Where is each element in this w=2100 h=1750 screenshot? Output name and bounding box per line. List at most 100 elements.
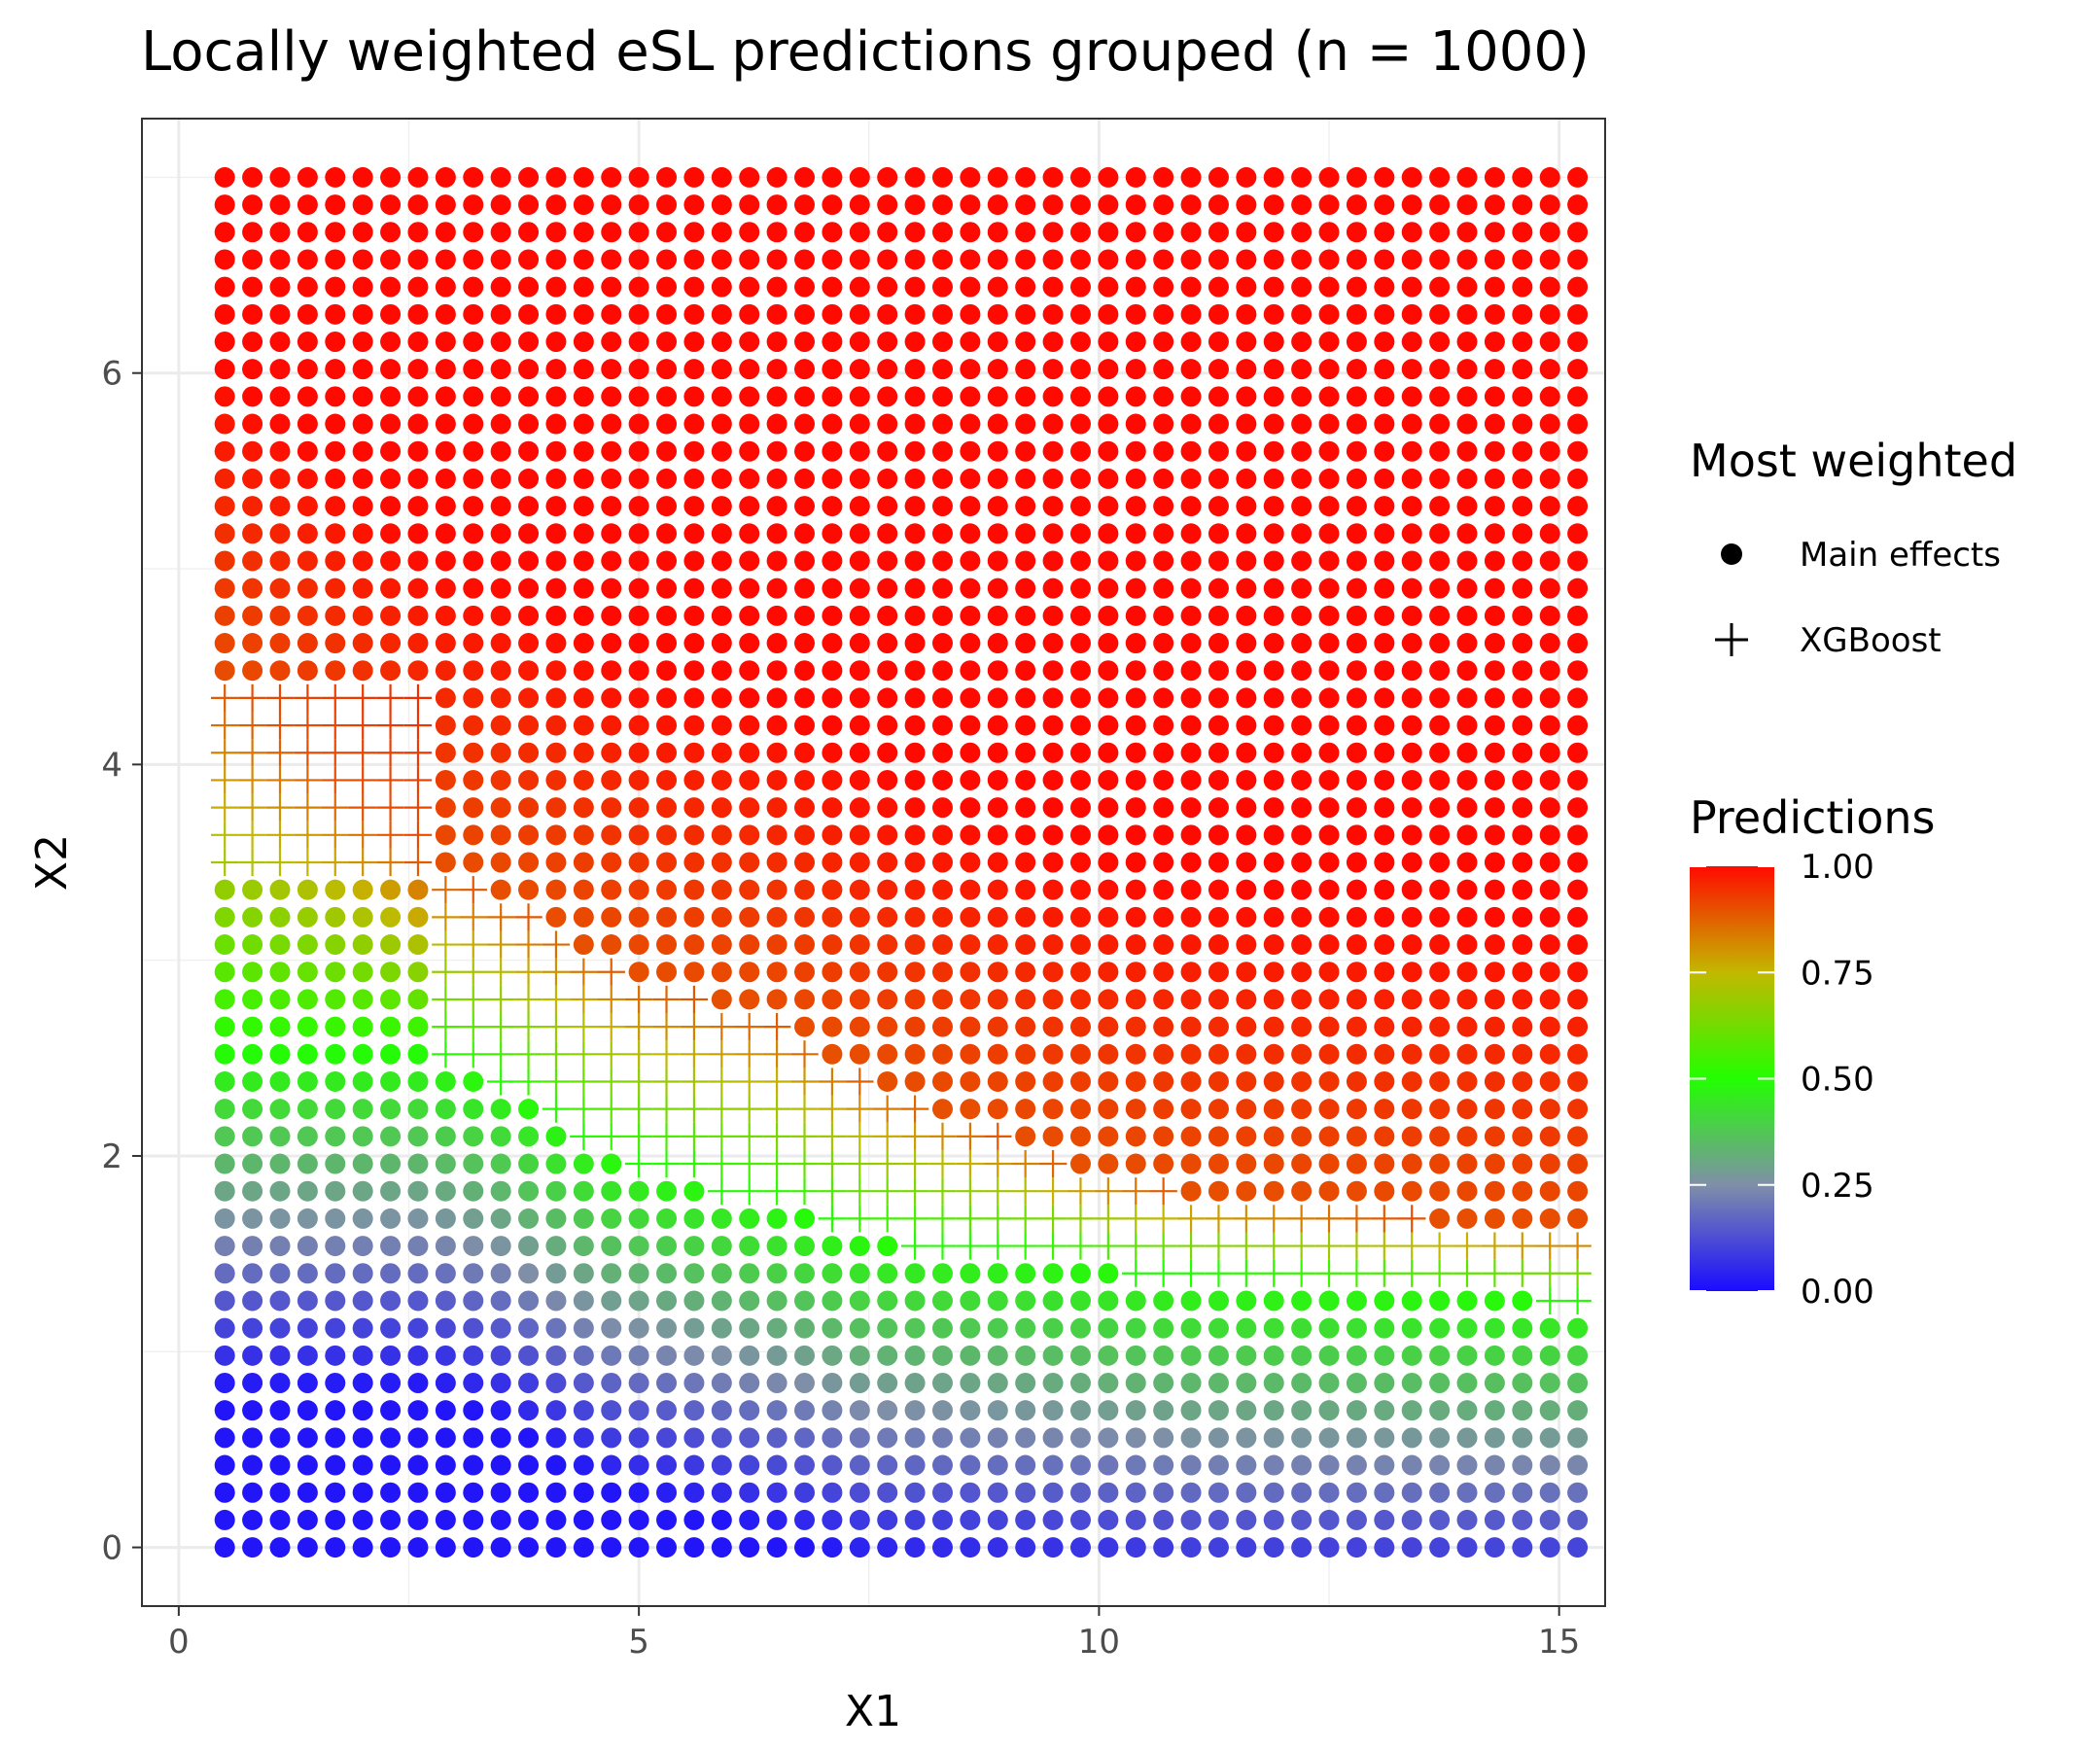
- main-effects-point: [1512, 1345, 1533, 1366]
- main-effects-point: [1318, 633, 1340, 654]
- main-effects-point: [766, 578, 788, 599]
- main-effects-point: [1015, 1454, 1036, 1476]
- main-effects-point: [1125, 359, 1146, 380]
- main-effects-point: [1539, 332, 1560, 352]
- main-effects-point: [1456, 1208, 1478, 1229]
- main-effects-point: [711, 742, 732, 763]
- main-effects-point: [463, 1180, 484, 1202]
- main-effects-point: [1015, 332, 1036, 352]
- main-effects-point: [463, 1345, 484, 1366]
- main-effects-point: [1401, 1482, 1422, 1503]
- main-effects-point: [766, 1317, 788, 1339]
- main-effects-point: [1098, 989, 1119, 1010]
- main-effects-point: [931, 249, 953, 270]
- main-effects-point: [822, 962, 843, 983]
- main-effects-point: [628, 496, 649, 517]
- main-effects-point: [1180, 1180, 1202, 1202]
- main-effects-point: [904, 1400, 926, 1421]
- main-effects-point: [518, 1509, 540, 1530]
- main-effects-point: [1015, 769, 1036, 790]
- main-effects-point: [1153, 1317, 1174, 1339]
- main-effects-point: [573, 1345, 594, 1366]
- main-effects-point: [380, 605, 402, 626]
- main-effects-point: [490, 660, 511, 682]
- main-effects-point: [1374, 660, 1395, 682]
- main-effects-point: [1236, 962, 1257, 983]
- y-tick-label: 6: [101, 355, 122, 394]
- main-effects-point: [214, 1236, 235, 1257]
- main-effects-point: [1346, 1180, 1367, 1202]
- main-effects-point: [931, 934, 953, 956]
- main-effects-point: [1512, 769, 1533, 790]
- main-effects-point: [877, 879, 898, 900]
- main-effects-point: [490, 1373, 511, 1393]
- main-effects-point: [1512, 962, 1533, 983]
- main-effects-point: [518, 523, 540, 544]
- main-effects-point: [1208, 906, 1229, 928]
- main-effects-point: [573, 824, 594, 846]
- main-effects-point: [1539, 934, 1560, 956]
- main-effects-point: [877, 468, 898, 489]
- main-effects-point: [545, 496, 567, 517]
- main-effects-point: [545, 906, 567, 928]
- main-effects-point: [214, 660, 235, 682]
- main-effects-point: [1015, 934, 1036, 956]
- main-effects-point: [1015, 276, 1036, 298]
- main-effects-point: [1180, 194, 1202, 216]
- main-effects-point: [656, 303, 678, 325]
- main-effects-point: [490, 249, 511, 270]
- main-effects-point: [214, 1537, 235, 1558]
- shape-legend: Most weighted Main effects XGBoost: [1690, 435, 2017, 660]
- main-effects-point: [987, 989, 1008, 1010]
- main-effects-point: [1401, 962, 1422, 983]
- main-effects-point: [1042, 715, 1064, 736]
- main-effects-point: [407, 1427, 429, 1449]
- main-effects-point: [1042, 468, 1064, 489]
- main-effects-point: [1069, 1482, 1091, 1503]
- main-effects-point: [1456, 523, 1478, 544]
- main-effects-point: [1429, 852, 1451, 873]
- main-effects-point: [794, 633, 816, 654]
- main-effects-point: [1484, 1070, 1505, 1092]
- main-effects-point: [1236, 359, 1257, 380]
- main-effects-point: [1153, 194, 1174, 216]
- main-effects-point: [435, 332, 456, 352]
- main-effects-point: [1346, 769, 1367, 790]
- main-effects-point: [1263, 413, 1284, 435]
- main-effects-point: [794, 468, 816, 489]
- main-effects-point: [1263, 578, 1284, 599]
- main-effects-point: [518, 797, 540, 819]
- main-effects-point: [877, 1263, 898, 1284]
- main-effects-point: [1512, 824, 1533, 846]
- main-effects-point: [1015, 578, 1036, 599]
- main-effects-point: [794, 1345, 816, 1366]
- main-effects-point: [987, 332, 1008, 352]
- main-effects-point: [297, 1427, 318, 1449]
- main-effects-point: [1098, 715, 1119, 736]
- main-effects-point: [1236, 1482, 1257, 1503]
- main-effects-point: [1153, 1509, 1174, 1530]
- main-effects-point: [490, 824, 511, 846]
- main-effects-point: [573, 468, 594, 489]
- main-effects-point: [325, 879, 346, 900]
- main-effects-point: [656, 687, 678, 709]
- main-effects-point: [1346, 852, 1367, 873]
- main-effects-point: [1263, 166, 1284, 188]
- main-effects-point: [628, 1290, 649, 1312]
- main-effects-point: [325, 1290, 346, 1312]
- main-effects-point: [1456, 166, 1478, 188]
- main-effects-point: [490, 194, 511, 216]
- main-effects-point: [518, 605, 540, 626]
- main-effects-point: [463, 1208, 484, 1229]
- main-effects-point: [1180, 413, 1202, 435]
- main-effects-point: [1539, 440, 1560, 462]
- main-effects-point: [380, 1345, 402, 1366]
- main-effects-point: [1208, 687, 1229, 709]
- main-effects-point: [1153, 1373, 1174, 1393]
- main-effects-point: [463, 715, 484, 736]
- main-effects-point: [242, 1400, 263, 1421]
- main-effects-point: [1401, 386, 1422, 407]
- main-effects-point: [849, 166, 870, 188]
- main-effects-point: [904, 578, 926, 599]
- main-effects-point: [987, 660, 1008, 682]
